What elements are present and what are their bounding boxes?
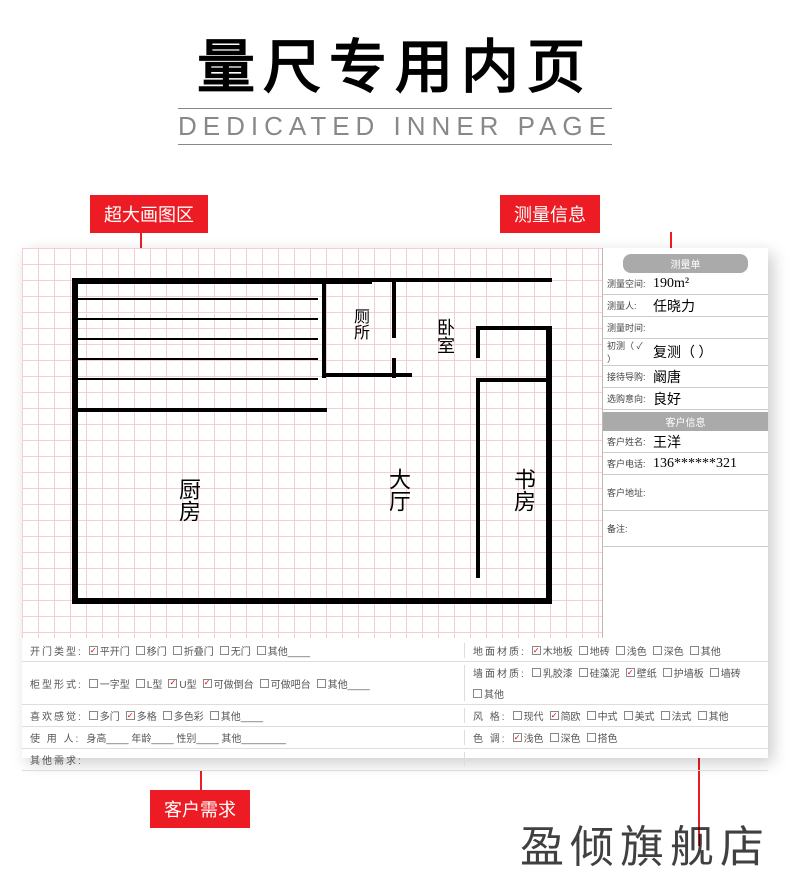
checkbox-item[interactable]: 墙砖 [710,665,741,680]
info-row: 选购意向:良好 [603,388,768,410]
checkbox-item[interactable]: 其他____ [257,643,310,658]
info-label: 选购意向: [603,392,649,405]
checkbox-item[interactable]: 其他 [473,686,504,701]
option-label: 色 调: [473,730,507,745]
checkbox-item[interactable]: 其他 [698,708,729,723]
info-row: 客户地址: [603,475,768,511]
option-label: 开门类型: [30,643,83,658]
option-row: 其他需求: [22,749,768,771]
option-label: 风 格: [473,708,507,723]
checkbox-item[interactable]: 一字型 [89,676,130,691]
checkbox-item[interactable]: 木地板 [532,643,573,658]
checkbox-item[interactable]: 无门 [220,643,251,658]
option-label: 柜型形式: [30,676,83,691]
option-label: 喜欢感觉: [30,708,83,723]
callout-line [200,770,202,790]
info-remark: 备注: [603,511,768,547]
checkbox-item[interactable]: 折叠门 [173,643,214,658]
info-value: 阚唐 [649,367,768,387]
checkbox-item[interactable]: 乳胶漆 [532,665,573,680]
info-row: 客户电话:136******321 [603,453,768,475]
checkbox-item[interactable]: 其他 [690,643,721,658]
checkbox-item[interactable]: 多色彩 [163,708,204,723]
info-label: 客户地址: [603,486,649,499]
checkbox-item[interactable]: 多格 [126,708,157,723]
info-value: 任晓力 [649,296,768,316]
checkbox-item[interactable]: 现代 [513,708,544,723]
checkbox-item[interactable]: L型 [136,676,163,691]
room-toilet: 厕所 [347,308,371,340]
room-bedroom: 卧室 [432,318,458,354]
option-label: 使 用 人: [30,730,80,745]
checkbox-item[interactable]: 浅色 [616,643,647,658]
option-text: 身高____ 年龄____ 性别____ 其他________ [86,730,286,745]
info-label: 接待导购: [603,370,649,383]
tag-measure-info: 测量信息 [500,195,600,233]
checkbox-item[interactable]: 浅色 [513,730,544,745]
checkbox-item[interactable]: 移门 [136,643,167,658]
info-value: 良好 [649,389,768,409]
checkbox-item[interactable]: 深色 [550,730,581,745]
option-row: 喜欢感觉: 多门多格多色彩其他____ 风 格: 现代简欧中式美式法式其他 [22,705,768,727]
info-row: 接待导购:阚唐 [603,366,768,388]
checkbox-item[interactable]: 硅藻泥 [579,665,620,680]
info-header-measure: 测量单 [623,254,748,273]
option-label: 其他需求: [30,752,83,767]
drawing-grid: 厨房 大厅 书房 卧室 厕所 [22,248,602,638]
checkbox-item[interactable]: 其他____ [317,676,370,691]
info-label: 初测（ ✓ ） [603,339,649,365]
checkbox-item[interactable]: 可做吧台 [260,676,311,691]
option-label: 墙面材质: [473,665,526,680]
options-area: 开门类型:平开门移门折叠门无门其他____地面材质:木地板地砖浅色深色其他柜型形… [22,640,768,771]
info-label: 测量空间: [603,277,649,290]
info-value: 136******321 [649,456,768,472]
option-row: 使 用 人: 身高____ 年龄____ 性别____ 其他________ 色 调… [22,727,768,749]
info-label: 测量时间: [603,321,649,334]
checkbox-item[interactable]: 简欧 [550,708,581,723]
option-label: 地面材质: [473,643,526,658]
info-row: 客户姓名:王洋 [603,431,768,453]
checkbox-item[interactable]: 平开门 [89,643,130,658]
checkbox-item[interactable]: 其他____ [210,708,263,723]
checkbox-item[interactable]: 搭色 [587,730,618,745]
info-value: 190m² [649,276,768,292]
info-label: 客户姓名: [603,435,649,448]
option-row: 柜型形式: 一字型 L型 U型可做倒台可做吧台其他____ 墙面材质: 乳胶漆硅藻泥壁纸护… [22,662,768,705]
checkbox-item[interactable]: 地砖 [579,643,610,658]
checkbox-item[interactable]: U型 [168,676,196,691]
watermark: 盈倾旗舰店 [520,811,770,875]
checkbox-item[interactable]: 多门 [89,708,120,723]
checkbox-item[interactable]: 护墙板 [663,665,704,680]
info-row: 初测（ ✓ ）复测（ ） [603,339,768,366]
info-value: 复测（ ） [649,342,768,362]
room-living: 大厅 [382,468,414,512]
form-sheet: 厨房 大厅 书房 卧室 厕所 测量单 测量空间:190m²测量人:任晓力测量时间… [22,248,768,758]
info-value: 王洋 [649,432,768,452]
info-panel: 测量单 测量空间:190m²测量人:任晓力测量时间:初测（ ✓ ）复测（ ）接待… [602,248,768,638]
tag-customer-req: 客户需求 [150,790,250,828]
checkbox-item[interactable]: 中式 [587,708,618,723]
tag-draw-area: 超大画图区 [90,195,208,233]
room-kitchen: 厨房 [172,478,204,522]
info-header-customer: 客户信息 [603,412,768,431]
title-main: 量尺专用内页 [0,20,790,104]
info-row: 测量时间: [603,317,768,339]
checkbox-item[interactable]: 壁纸 [626,665,657,680]
checkbox-item[interactable]: 法式 [661,708,692,723]
room-study: 书房 [507,468,539,512]
option-row: 开门类型: 平开门移门折叠门无门其他____ 地面材质: 木地板地砖浅色深色其他 [22,640,768,662]
checkbox-item[interactable]: 美式 [624,708,655,723]
info-label: 客户电话: [603,457,649,470]
info-row: 测量空间:190m² [603,273,768,295]
checkbox-item[interactable]: 可做倒台 [203,676,254,691]
info-row: 测量人:任晓力 [603,295,768,317]
info-label: 测量人: [603,299,649,312]
title-sub: DEDICATED INNER PAGE [178,108,612,145]
checkbox-item[interactable]: 深色 [653,643,684,658]
